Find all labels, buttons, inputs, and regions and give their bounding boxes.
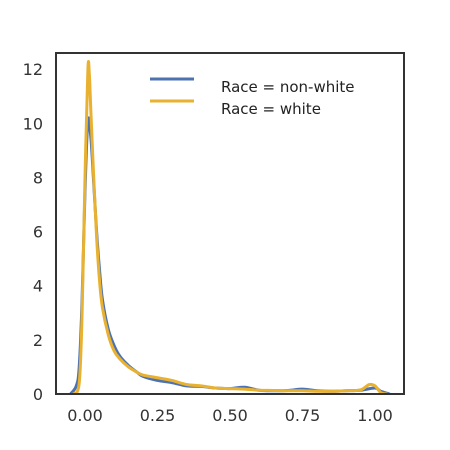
- y-tick-label: 0: [33, 385, 43, 404]
- series-layer: [69, 60, 391, 394]
- x-tick-label: 0.75: [285, 406, 321, 425]
- legend: Race = non-white Race = white: [150, 77, 355, 118]
- y-tick-label: 2: [33, 331, 43, 350]
- y-tick-label: 10: [23, 114, 43, 133]
- y-axis: 0 2 4 6 8 10 12: [23, 60, 43, 404]
- y-tick-label: 12: [23, 60, 43, 79]
- x-axis: 0.00 0.25 0.50 0.75 1.00: [67, 406, 393, 425]
- y-tick-label: 6: [33, 223, 43, 242]
- x-tick-label: 0.00: [67, 406, 103, 425]
- series-line-non-white: [69, 116, 391, 394]
- series-line-white: [71, 60, 389, 394]
- legend-label: Race = non-white: [221, 78, 355, 96]
- y-tick-label: 4: [33, 277, 43, 296]
- x-tick-label: 0.50: [212, 406, 248, 425]
- x-tick-label: 0.25: [140, 406, 176, 425]
- y-tick-label: 8: [33, 168, 43, 187]
- legend-label: Race = white: [221, 100, 321, 118]
- x-tick-label: 1.00: [357, 406, 393, 425]
- plot-frame: [55, 52, 405, 395]
